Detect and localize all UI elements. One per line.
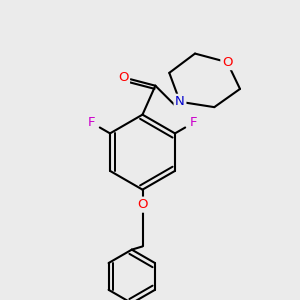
Text: O: O — [222, 56, 232, 69]
Text: O: O — [137, 198, 148, 211]
Text: F: F — [190, 116, 197, 129]
Text: N: N — [175, 95, 185, 108]
Text: F: F — [88, 116, 95, 129]
Text: O: O — [118, 70, 128, 84]
